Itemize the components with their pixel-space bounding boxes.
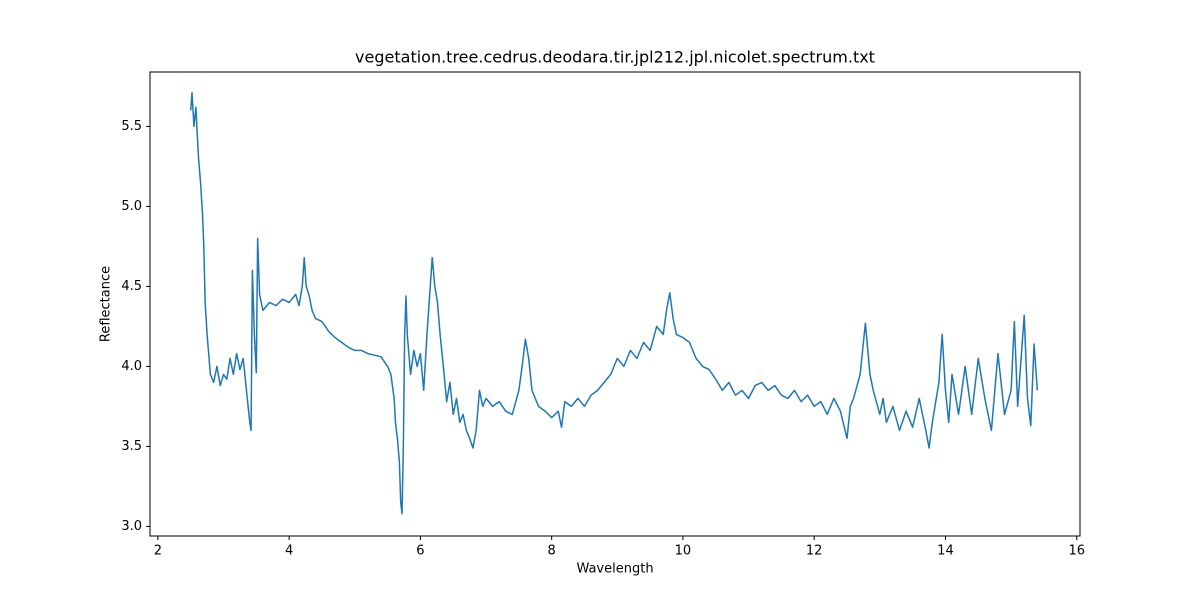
- y-tick-label: 3.0: [121, 519, 142, 534]
- x-tick-label: 10: [675, 544, 692, 559]
- y-tick-label: 4.0: [121, 359, 142, 374]
- x-axis-label: Wavelength: [576, 562, 653, 577]
- plot-frame: [149, 71, 1081, 537]
- y-tick-label: 5.0: [121, 199, 142, 214]
- y-tick-label: 3.5: [121, 439, 142, 454]
- x-tick-label: 14: [937, 544, 954, 559]
- spectrum-line: [189, 92, 1039, 515]
- x-tick-label: 8: [548, 544, 556, 559]
- chart-title: vegetation.tree.cedrus.deodara.tir.jpl21…: [355, 48, 875, 67]
- x-tick-label: 16: [1068, 544, 1085, 559]
- x-tick-label: 6: [416, 544, 424, 559]
- x-tick-label: 2: [154, 544, 162, 559]
- y-tick-label: 4.5: [121, 279, 142, 294]
- x-tick-label: 4: [285, 544, 293, 559]
- y-axis-label: Reflectance: [99, 266, 114, 342]
- x-tick-label: 12: [806, 544, 823, 559]
- y-tick-label: 5.5: [121, 119, 142, 134]
